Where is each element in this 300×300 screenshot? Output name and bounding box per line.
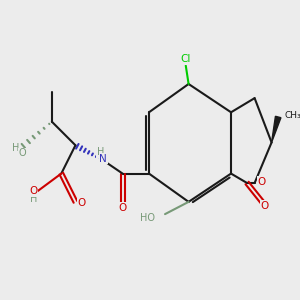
Polygon shape bbox=[272, 116, 281, 142]
Text: CH₃: CH₃ bbox=[284, 111, 300, 120]
Text: N: N bbox=[99, 154, 107, 164]
Text: O: O bbox=[18, 148, 26, 158]
Text: O: O bbox=[77, 198, 86, 208]
Text: Cl: Cl bbox=[181, 54, 191, 64]
Text: H: H bbox=[97, 147, 104, 158]
Text: H: H bbox=[12, 143, 19, 153]
Text: O: O bbox=[261, 201, 269, 211]
Text: HO: HO bbox=[140, 212, 155, 223]
Text: O: O bbox=[29, 186, 37, 196]
Text: O: O bbox=[258, 177, 266, 187]
Text: H: H bbox=[30, 194, 37, 204]
Text: O: O bbox=[118, 202, 127, 212]
